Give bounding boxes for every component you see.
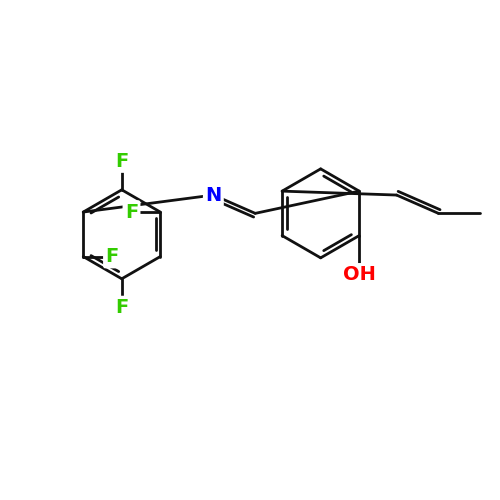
Text: F: F — [115, 152, 128, 171]
Text: F: F — [115, 298, 128, 317]
Text: F: F — [106, 247, 118, 266]
Text: N: N — [205, 186, 222, 204]
Text: F: F — [125, 202, 138, 222]
Text: OH: OH — [342, 266, 376, 284]
